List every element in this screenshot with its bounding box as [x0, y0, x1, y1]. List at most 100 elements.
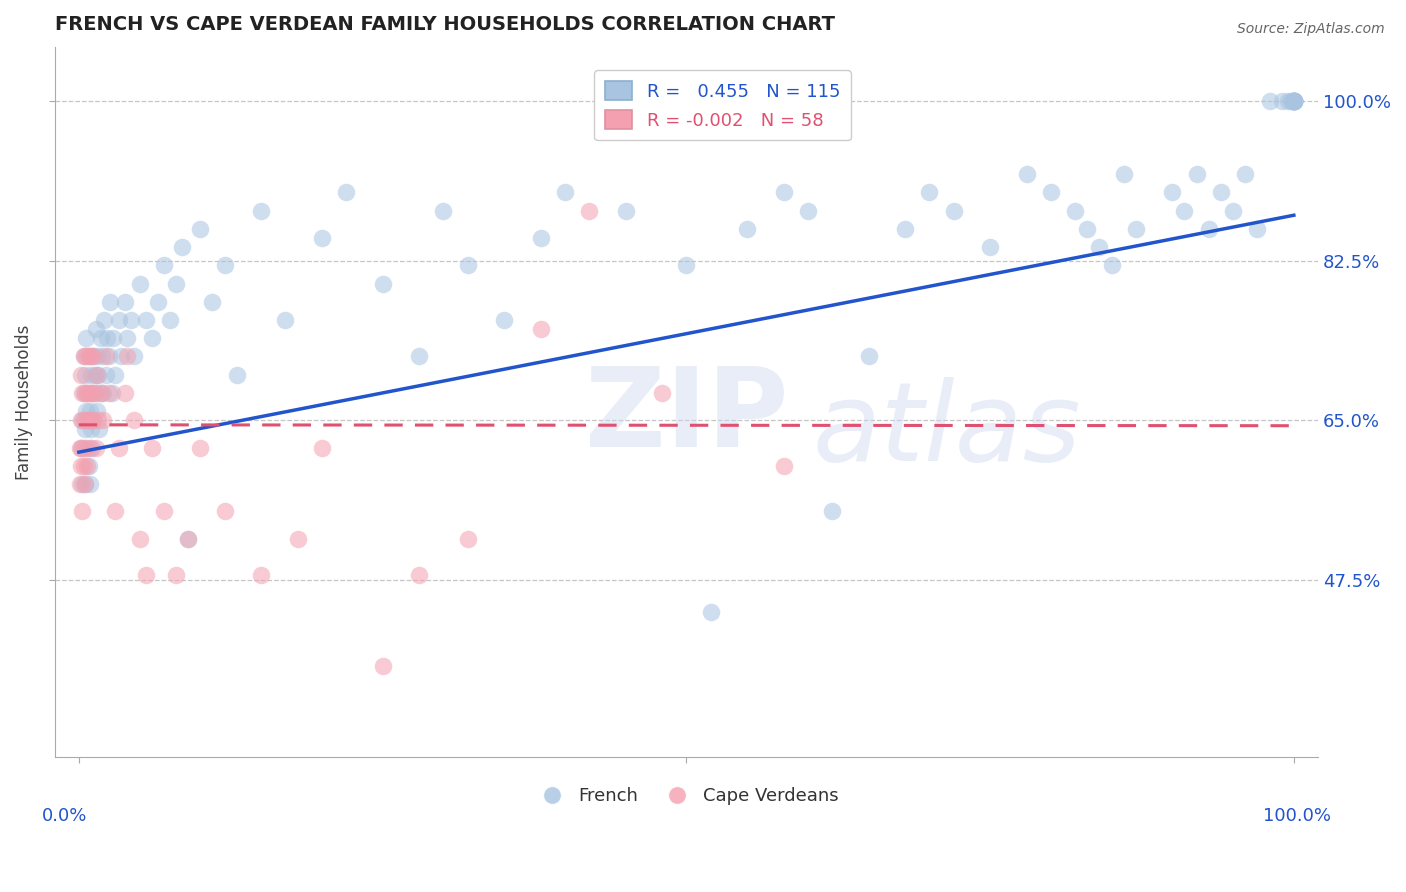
Point: [1282, 95, 1305, 109]
Point: [72, 477, 94, 491]
Point: [86, 404, 108, 418]
Point: [1173, 203, 1195, 218]
Point: [72, 385, 94, 400]
Point: [1209, 186, 1232, 200]
Point: [135, 313, 157, 327]
Point: [70, 413, 93, 427]
Point: [146, 294, 169, 309]
Point: [72, 504, 94, 518]
Point: [529, 322, 551, 336]
Point: [699, 605, 721, 619]
Point: [1282, 95, 1305, 109]
Point: [117, 331, 139, 345]
Point: [1161, 186, 1184, 200]
Point: [772, 186, 794, 200]
Point: [94, 368, 117, 382]
Point: [108, 441, 131, 455]
Point: [73, 350, 96, 364]
Text: 0.0%: 0.0%: [42, 807, 87, 825]
Point: [80, 413, 103, 427]
Point: [82, 385, 104, 400]
Point: [311, 231, 333, 245]
Point: [77, 458, 100, 473]
Point: [69, 441, 91, 455]
Point: [250, 203, 273, 218]
Point: [87, 368, 110, 382]
Point: [135, 568, 157, 582]
Point: [72, 413, 94, 427]
Point: [73, 477, 96, 491]
Point: [165, 568, 187, 582]
Point: [82, 350, 104, 364]
Point: [1282, 95, 1305, 109]
Point: [86, 368, 108, 382]
Point: [98, 385, 121, 400]
Point: [1112, 167, 1135, 181]
Point: [141, 331, 163, 345]
Point: [87, 413, 110, 427]
Point: [94, 350, 117, 364]
Point: [76, 385, 98, 400]
Point: [73, 385, 96, 400]
Point: [80, 350, 103, 364]
Point: [172, 240, 194, 254]
Point: [177, 532, 200, 546]
Point: [311, 441, 333, 455]
Point: [614, 203, 637, 218]
Point: [141, 441, 163, 455]
Point: [1279, 95, 1302, 109]
Point: [153, 258, 176, 272]
Point: [494, 313, 516, 327]
Point: [84, 322, 107, 336]
Point: [79, 404, 101, 418]
Point: [122, 350, 145, 364]
Point: [250, 568, 273, 582]
Point: [76, 441, 98, 455]
Point: [100, 294, 122, 309]
Point: [80, 368, 103, 382]
Point: [188, 222, 211, 236]
Point: [529, 231, 551, 245]
Point: [77, 350, 100, 364]
Point: [858, 350, 880, 364]
Point: [821, 504, 844, 518]
Point: [1282, 95, 1305, 109]
Point: [772, 458, 794, 473]
Point: [1282, 95, 1305, 109]
Point: [1282, 95, 1305, 109]
Point: [1185, 167, 1208, 181]
Point: [1088, 240, 1111, 254]
Point: [371, 659, 394, 673]
Point: [894, 222, 917, 236]
Point: [90, 385, 112, 400]
Point: [90, 385, 112, 400]
Point: [153, 504, 176, 518]
Text: Source: ZipAtlas.com: Source: ZipAtlas.com: [1237, 22, 1385, 37]
Point: [797, 203, 820, 218]
Point: [918, 186, 941, 200]
Point: [100, 385, 122, 400]
Point: [75, 331, 97, 345]
Point: [75, 404, 97, 418]
Point: [1282, 95, 1305, 109]
Point: [70, 458, 93, 473]
Point: [120, 313, 142, 327]
Point: [86, 350, 108, 364]
Point: [408, 568, 430, 582]
Point: [114, 294, 136, 309]
Point: [80, 422, 103, 436]
Point: [79, 385, 101, 400]
Point: [188, 441, 211, 455]
Point: [82, 413, 104, 427]
Point: [159, 313, 181, 327]
Point: [82, 350, 104, 364]
Point: [72, 441, 94, 455]
Point: [201, 294, 224, 309]
Point: [70, 441, 93, 455]
Point: [73, 441, 96, 455]
Point: [225, 368, 247, 382]
Point: [69, 477, 91, 491]
Point: [122, 413, 145, 427]
Point: [98, 350, 121, 364]
Point: [408, 350, 430, 364]
